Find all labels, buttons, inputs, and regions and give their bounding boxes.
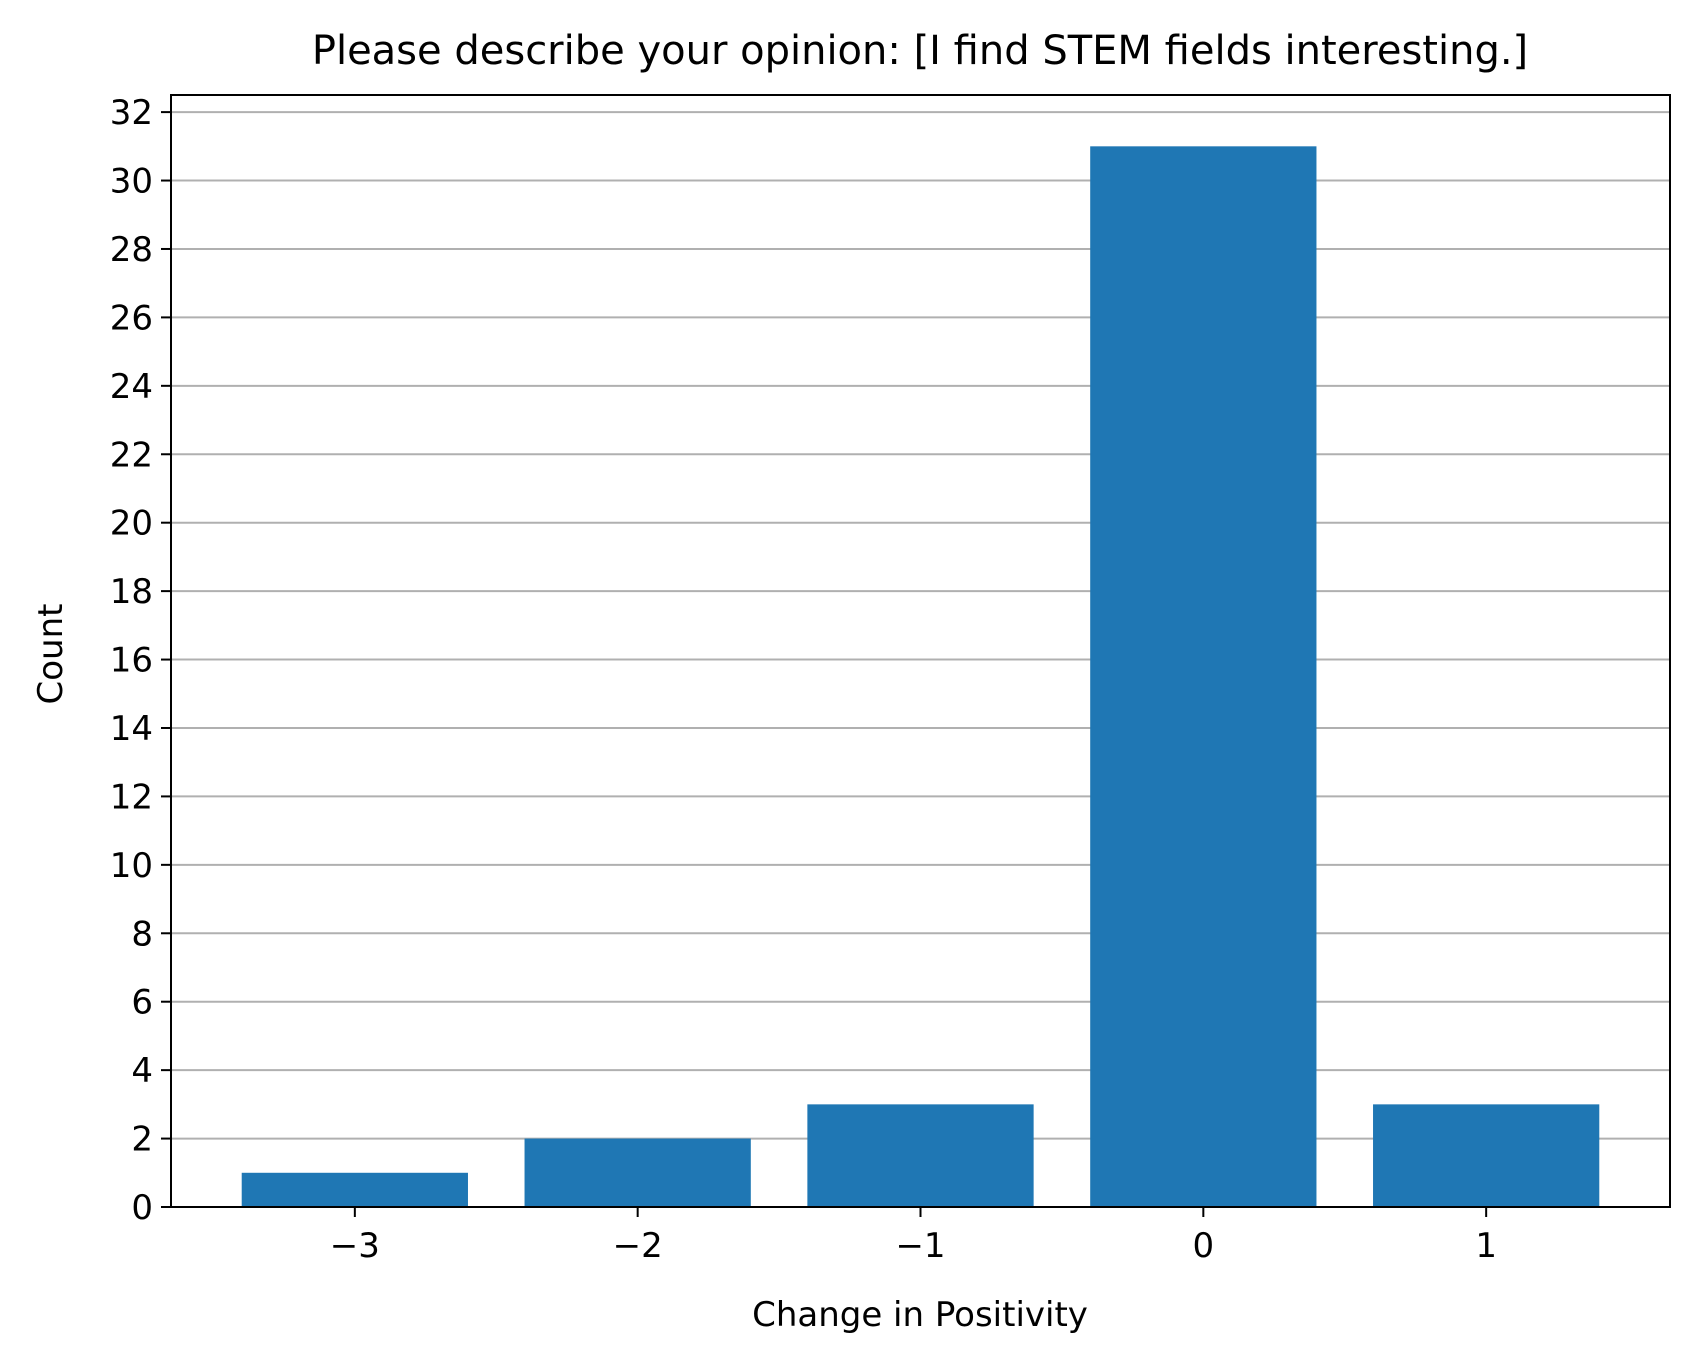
- x-tick-label: 0: [1193, 1226, 1215, 1266]
- bar: [1090, 146, 1317, 1207]
- chart-title: Please describe your opinion: [I find ST…: [312, 28, 1528, 74]
- x-tick-label: −2: [613, 1226, 663, 1266]
- bar: [241, 1172, 468, 1207]
- y-axis-label: Count: [31, 604, 71, 705]
- y-tick-label: 0: [131, 1188, 153, 1228]
- y-tick-label: 28: [110, 230, 153, 270]
- y-tick-label: 8: [131, 914, 153, 954]
- bar: [807, 1104, 1034, 1207]
- y-tick-label: 20: [110, 504, 153, 544]
- y-gridlines: [171, 111, 1670, 1208]
- y-tick-label: 4: [131, 1051, 153, 1091]
- x-axis-ticks: −3 −2 −1 0 1: [330, 1207, 1497, 1266]
- bar: [1373, 1104, 1600, 1207]
- y-tick-label: 12: [110, 777, 153, 817]
- y-tick-label: 2: [131, 1120, 153, 1160]
- y-tick-label: 30: [110, 162, 153, 202]
- y-tick-label: 10: [110, 846, 153, 886]
- bars: [241, 146, 1600, 1207]
- y-tick-label: 32: [110, 93, 153, 133]
- x-tick-label: 1: [1475, 1226, 1497, 1266]
- y-tick-label: 26: [110, 298, 153, 338]
- y-tick-label: 6: [131, 983, 153, 1023]
- y-tick-label: 14: [110, 709, 153, 749]
- x-tick-label: −3: [330, 1226, 380, 1266]
- x-axis-label: Change in Positivity: [752, 1295, 1088, 1335]
- y-tick-label: 16: [110, 641, 153, 681]
- y-tick-label: 22: [110, 435, 153, 475]
- y-tick-label: 24: [110, 367, 153, 407]
- x-tick-label: −1: [895, 1226, 945, 1266]
- bar: [524, 1138, 751, 1207]
- y-tick-label: 18: [110, 572, 153, 612]
